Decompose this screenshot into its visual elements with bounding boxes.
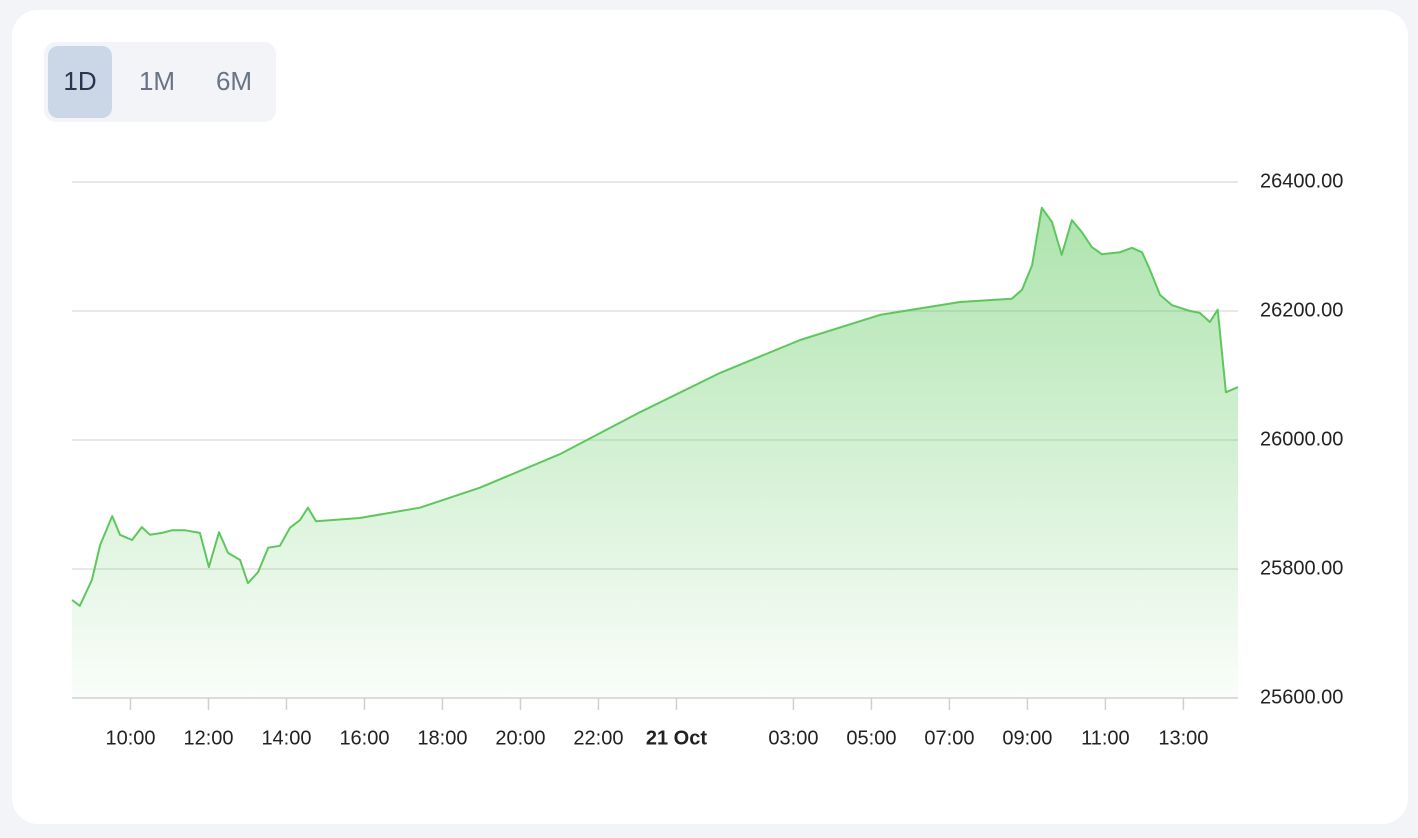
tab[interactable]: 1M (139, 66, 175, 96)
price-line (71, 206, 1239, 607)
y-tick-label: 26200.00 (1260, 299, 1343, 321)
x-tick-label: 11:00 (1081, 727, 1130, 749)
x-tick-label: 14:00 (261, 727, 311, 749)
tab[interactable]: 1D (63, 66, 96, 96)
area-fill (72, 207, 1238, 699)
y-tick-label: 26400.00 (1260, 170, 1343, 192)
tab-active-bg (48, 46, 112, 118)
x-tick-label: 09:00 (1002, 727, 1052, 749)
y-tick-label: 26000.00 (1260, 428, 1343, 450)
x-tick-label: 03:00 (768, 727, 818, 749)
x-tick-label: 21 Oct (646, 727, 707, 749)
x-tick-label: 20:00 (495, 727, 545, 749)
x-tick-label: 13:00 (1158, 727, 1208, 749)
x-tick-label: 22:00 (573, 727, 623, 749)
x-tick-label: 07:00 (924, 727, 974, 749)
y-tick-label: 25800.00 (1260, 557, 1343, 579)
x-tick-label: 10:00 (105, 727, 155, 749)
x-tick-label: 18:00 (417, 727, 467, 749)
x-tick-label: 12:00 (183, 727, 233, 749)
y-tick-label: 25600.00 (1260, 686, 1343, 708)
x-tick-label: 16:00 (339, 727, 389, 749)
x-tick-label: 05:00 (846, 727, 896, 749)
tab[interactable]: 6M (216, 66, 252, 96)
